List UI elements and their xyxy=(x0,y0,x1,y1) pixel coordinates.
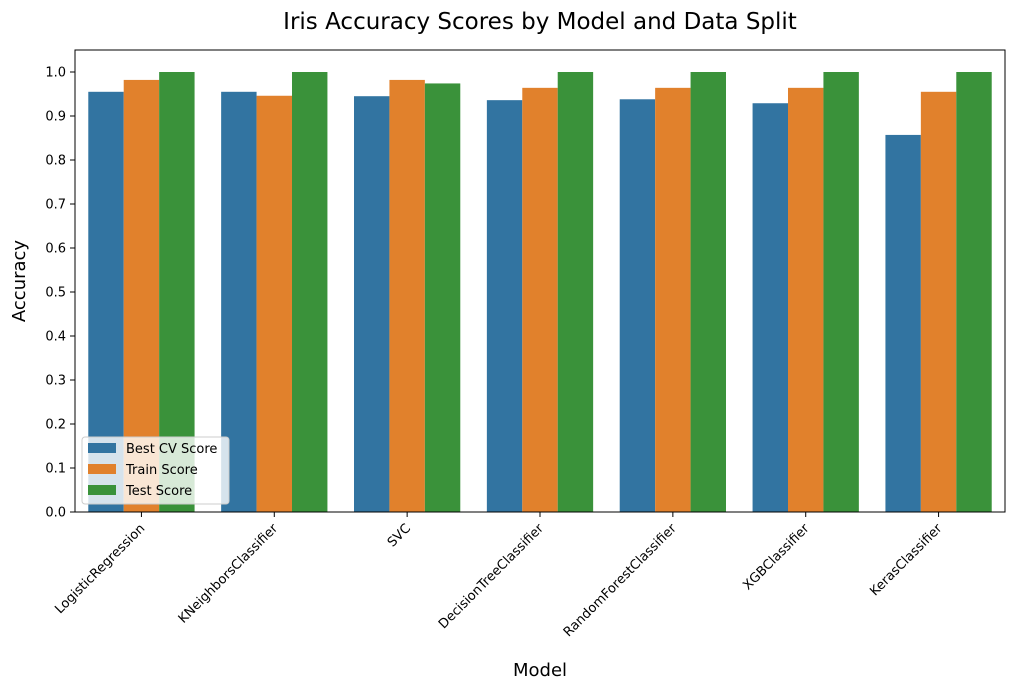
x-tick-label: RandomForestClassifier xyxy=(561,521,680,640)
x-tick-label: KNeighborsClassifier xyxy=(176,521,282,627)
x-tick-label: LogisticRegression xyxy=(52,521,148,617)
bar-best-cv-score-xgbclassifier xyxy=(752,103,788,513)
y-tick-label: 0.8 xyxy=(45,154,66,169)
bars-group xyxy=(88,72,992,513)
bar-test-score-kneighborsclassifier xyxy=(292,72,328,512)
bar-train-score-kerasclassifier xyxy=(920,91,957,513)
legend-swatch xyxy=(88,443,116,453)
y-tick-label: 1.0 xyxy=(45,66,66,81)
bar-test-score-xgbclassifier xyxy=(823,72,859,512)
legend-box xyxy=(81,436,230,505)
y-tick-label: 0.6 xyxy=(45,242,66,257)
x-tick-label: DecisionTreeClassifier xyxy=(436,521,547,632)
legend-swatch xyxy=(88,485,116,495)
y-axis: 0.0 0.1 0.2 0.3 0.4 0.5 0.6 0.7 0.8 0.9 1.0 xyxy=(45,66,75,521)
chart-title: Iris Accuracy Scores by Model and Data S… xyxy=(283,9,797,35)
legend: Best CV Score Train Score Test Score xyxy=(81,436,230,505)
bar-train-score-xgbclassifier xyxy=(788,87,824,512)
x-axis-title: Model xyxy=(513,660,567,681)
x-axis: LogisticRegression KNeighborsClassifier SV… xyxy=(52,512,946,640)
y-tick-label: 0.2 xyxy=(45,418,66,433)
y-tick-label: 0.4 xyxy=(45,330,66,345)
plot-frame xyxy=(74,49,1006,513)
y-axis-title: Accuracy xyxy=(9,240,30,323)
bar-best-cv-score-decisiontreeclassifier xyxy=(486,100,523,512)
y-tick-label: 0.5 xyxy=(45,286,66,301)
bar-train-score-decisiontreeclassifier xyxy=(522,87,558,512)
x-tick-label: KerasClassifier xyxy=(867,521,945,599)
legend-label: Best CV Score xyxy=(126,442,217,457)
y-tick-label: 0.7 xyxy=(45,198,66,213)
y-tick-label: 0.0 xyxy=(45,506,66,521)
y-tick-label: 0.1 xyxy=(45,462,66,477)
bar-test-score-kerasclassifier xyxy=(956,72,992,512)
x-tick-label: SVC xyxy=(385,521,414,550)
y-tick-label: 0.3 xyxy=(45,374,66,389)
bar-test-score-randomforestclassifier xyxy=(690,72,726,512)
bar-train-score-svc xyxy=(389,79,425,513)
legend-swatch xyxy=(88,464,116,474)
legend-label: Test Score xyxy=(125,484,192,499)
bar-train-score-kneighborsclassifier xyxy=(256,95,292,512)
bar-train-score-randomforestclassifier xyxy=(655,87,691,512)
bar-best-cv-score-svc xyxy=(354,96,390,512)
bar-best-cv-score-randomforestclassifier xyxy=(619,99,656,512)
bar-best-cv-score-kerasclassifier xyxy=(885,134,921,513)
legend-label: Train Score xyxy=(125,463,198,478)
y-tick-label: 0.9 xyxy=(45,110,66,125)
x-tick-label: XGBClassifier xyxy=(740,521,813,594)
bar-test-score-decisiontreeclassifier xyxy=(557,72,594,512)
bar-test-score-svc xyxy=(424,83,461,512)
